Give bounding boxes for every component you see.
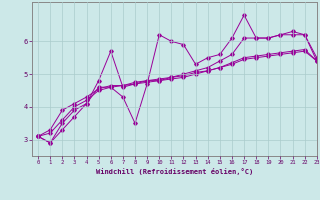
X-axis label: Windchill (Refroidissement éolien,°C): Windchill (Refroidissement éolien,°C) [96,168,253,175]
